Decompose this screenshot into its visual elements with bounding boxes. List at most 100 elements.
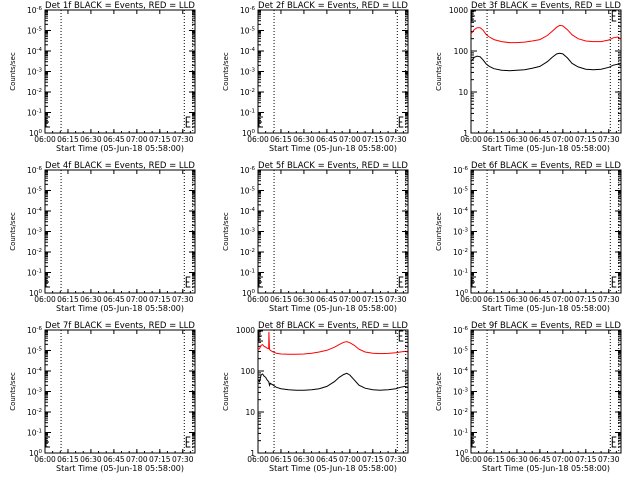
y-tick-label: 10-6 [27, 326, 43, 335]
x-tick-label: 07:30 [385, 135, 407, 144]
x-tick-label: 06:15 [57, 295, 79, 304]
e-marker-right [185, 116, 191, 128]
y-tick-label: 10-4 [453, 207, 469, 216]
y-tick-label: 10-1 [27, 429, 42, 438]
y-tick-label: 10-4 [240, 207, 256, 216]
x-tick-label: 07:15 [575, 135, 597, 144]
y-tick-label: 100 [455, 449, 469, 458]
panel-title: Det 2f BLACK = Events, RED = LLD [258, 1, 408, 11]
x-tick-label: 07:15 [149, 295, 171, 304]
x-tick-label: 06:30 [293, 135, 315, 144]
y-tick-label: 10-1 [240, 109, 255, 118]
x-tick-label: 07:15 [149, 135, 171, 144]
panel-title: Det 9f BLACK = Events, RED = LLD [471, 321, 621, 331]
y-tick-label: 10-3 [27, 68, 43, 77]
panel-title: Det 1f BLACK = Events, RED = LLD [45, 1, 195, 11]
panel-title: Det 6f BLACK = Events, RED = LLD [471, 161, 621, 171]
y-tick-label: 10-2 [27, 408, 42, 417]
y-tick-label: 10-6 [27, 6, 43, 15]
x-tick-label: 06:00 [34, 455, 56, 464]
y-tick-label: 1000 [449, 6, 468, 15]
y-tick-label: 10-6 [240, 166, 256, 175]
x-tick-label: 06:00 [460, 135, 482, 144]
x-tick-label: 06:00 [34, 295, 56, 304]
x-tick-label: 07:00 [126, 135, 148, 144]
panel-title: Det 4f BLACK = Events, RED = LLD [45, 161, 195, 171]
x-tick-label: 06:30 [80, 135, 102, 144]
x-tick-label: 06:15 [270, 455, 292, 464]
x-axis-label: Start Time (05-Jun-18 05:58:00) [482, 304, 610, 313]
x-tick-label: 06:15 [270, 295, 292, 304]
x-tick-label: 06:45 [529, 135, 551, 144]
x-tick-label: 06:15 [483, 135, 505, 144]
x-tick-label: 06:15 [270, 135, 292, 144]
x-axis-label: Start Time (05-Jun-18 05:58:00) [269, 144, 397, 153]
series-line-lld [257, 331, 409, 355]
y-tick-label: 10-2 [240, 248, 255, 257]
y-tick-label: 10-5 [240, 27, 256, 36]
x-axis-label: Start Time (05-Jun-18 05:58:00) [482, 144, 610, 153]
x-tick-label: 07:15 [362, 135, 384, 144]
y-tick-label: 10-1 [240, 269, 255, 278]
x-tick-label: 07:00 [339, 295, 361, 304]
panel-title: Det 5f BLACK = Events, RED = LLD [258, 161, 408, 171]
y-tick-label: 10-2 [27, 88, 42, 97]
x-tick-label: 07:30 [598, 455, 620, 464]
y-tick-label: 10-1 [453, 429, 468, 438]
e-marker-left [45, 116, 50, 128]
y-tick-label: 1000 [236, 326, 255, 335]
x-tick-label: 07:30 [385, 455, 407, 464]
e-marker-left [471, 276, 476, 288]
x-tick-label: 07:30 [172, 135, 194, 144]
x-tick-label: 07:15 [362, 455, 384, 464]
y-axis-label: Counts/sec [9, 372, 17, 411]
x-tick-label: 07:15 [362, 295, 384, 304]
x-tick-label: 06:00 [247, 135, 269, 144]
x-tick-label: 07:00 [126, 295, 148, 304]
y-tick-label: 10-3 [240, 228, 256, 237]
e-marker-left [45, 276, 50, 288]
x-tick-label: 06:30 [293, 295, 315, 304]
x-tick-label: 07:30 [598, 135, 620, 144]
y-tick-label: 10-2 [453, 408, 468, 417]
x-tick-label: 07:30 [172, 295, 194, 304]
series-line-lld [470, 24, 622, 44]
plot-frame [257, 169, 409, 294]
x-tick-label: 06:30 [80, 295, 102, 304]
x-tick-label: 06:30 [506, 135, 528, 144]
y-tick-label: 10-4 [240, 47, 256, 56]
x-tick-label: 06:45 [103, 455, 125, 464]
e-marker-right [398, 276, 404, 288]
y-tick-label: 10-5 [27, 187, 43, 196]
x-tick-label: 07:30 [172, 455, 194, 464]
x-tick-label: 06:15 [483, 455, 505, 464]
x-tick-label: 06:30 [506, 455, 528, 464]
y-tick-label: 10-4 [453, 367, 469, 376]
y-tick-label: 10-6 [240, 6, 256, 15]
series-line-events [257, 372, 409, 391]
y-tick-label: 10-3 [240, 68, 256, 77]
plot-frame [44, 9, 196, 134]
e-marker-right [398, 116, 404, 128]
y-tick-label: 10-4 [27, 207, 43, 216]
x-tick-label: 07:00 [339, 135, 361, 144]
y-tick-label: 10-5 [240, 187, 256, 196]
x-axis-label: Start Time (05-Jun-18 05:58:00) [269, 464, 397, 473]
y-tick-label: 1 [250, 449, 255, 458]
y-axis-label: Counts/sec [222, 212, 230, 251]
y-tick-label: 10-3 [453, 228, 469, 237]
x-tick-label: 07:00 [126, 455, 148, 464]
e-marker-right [185, 276, 191, 288]
y-tick-label: 10-2 [240, 88, 255, 97]
y-tick-label: 10 [458, 88, 468, 97]
y-tick-label: 10-2 [453, 248, 468, 257]
x-axis-label: Start Time (05-Jun-18 05:58:00) [56, 464, 184, 473]
x-tick-label: 07:00 [552, 295, 574, 304]
plot-frame [470, 9, 622, 134]
y-tick-label: 10-5 [27, 27, 43, 36]
y-tick-label: 10-1 [27, 269, 42, 278]
x-tick-label: 07:00 [552, 455, 574, 464]
